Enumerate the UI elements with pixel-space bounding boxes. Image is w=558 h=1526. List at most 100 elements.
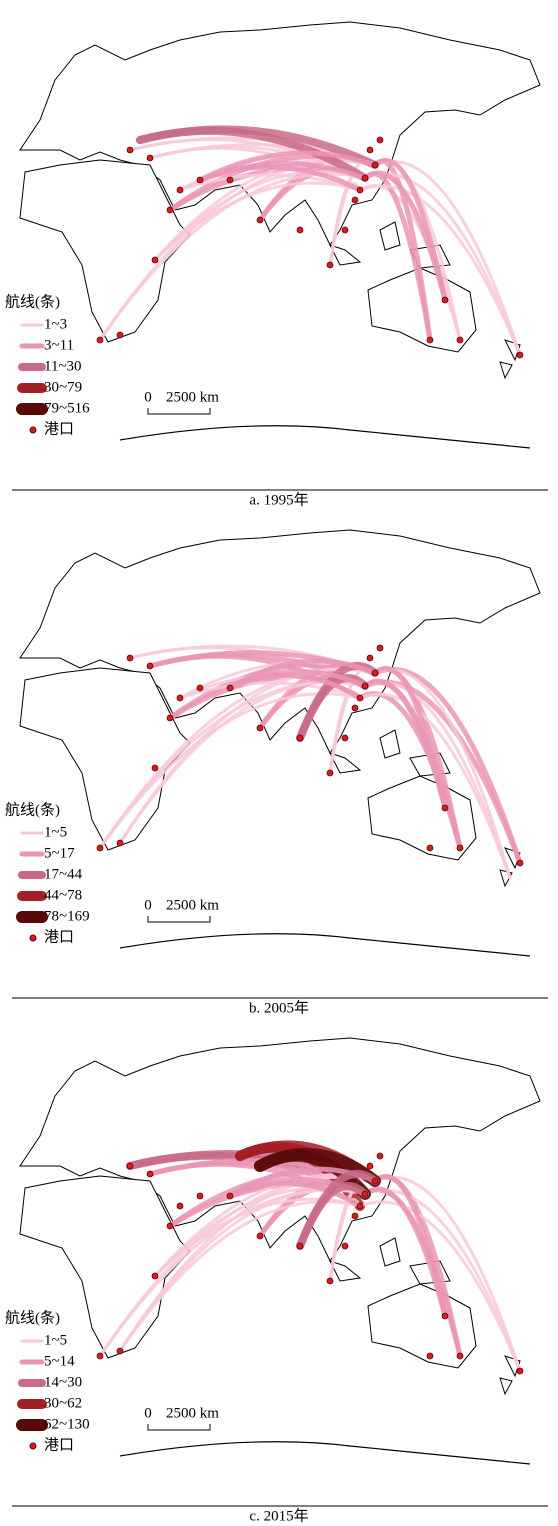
port xyxy=(146,1170,154,1178)
port xyxy=(376,136,384,144)
port xyxy=(366,146,374,154)
scale-zero: 0 xyxy=(144,897,152,913)
port xyxy=(426,336,434,344)
legend-label: 30~62 xyxy=(44,1395,82,1411)
port xyxy=(126,654,134,662)
port xyxy=(516,859,524,867)
scale-bar xyxy=(147,408,211,415)
scale-zero: 0 xyxy=(144,1405,152,1421)
route xyxy=(153,181,362,262)
port xyxy=(361,682,369,690)
land xyxy=(329,1260,362,1282)
port xyxy=(196,684,204,692)
port xyxy=(426,844,434,852)
route xyxy=(296,1169,379,1250)
port xyxy=(351,704,359,712)
port xyxy=(166,1222,174,1230)
land xyxy=(499,361,513,380)
land xyxy=(499,1377,513,1396)
legend-label: 78~169 xyxy=(44,908,90,924)
port xyxy=(426,1352,434,1360)
port xyxy=(226,176,234,184)
legend-label: 5~17 xyxy=(44,845,75,861)
port xyxy=(196,176,204,184)
port xyxy=(256,1232,264,1240)
scale-bar xyxy=(147,1424,211,1431)
legend-port xyxy=(29,426,37,434)
map-panel: 航线(条) 1~5 5~14 14~30 30~62 62~130 港口 0 2500 km c.… xyxy=(5,1037,548,1524)
legend-title: 航线(条) xyxy=(5,1309,60,1326)
port xyxy=(361,174,369,182)
port xyxy=(96,1352,104,1360)
port xyxy=(151,764,159,772)
antarctica xyxy=(119,933,531,957)
land xyxy=(19,159,191,343)
legend-title: 航线(条) xyxy=(5,801,60,818)
legend-label: 1~5 xyxy=(44,824,67,840)
port xyxy=(326,261,334,269)
port xyxy=(196,1192,204,1200)
land xyxy=(379,1237,401,1267)
port xyxy=(176,186,184,194)
legend-port-label: 港口 xyxy=(44,928,74,945)
port xyxy=(441,804,449,812)
map-panel: 航线(条) 1~3 3~11 11~30 30~79 79~516 港口 0 2500 km a.… xyxy=(5,21,548,508)
port xyxy=(356,186,364,194)
port xyxy=(326,1277,334,1285)
port xyxy=(456,844,464,852)
port xyxy=(366,1162,374,1170)
port xyxy=(456,1352,464,1360)
route xyxy=(328,182,362,267)
legend-label: 62~130 xyxy=(44,1416,90,1432)
route xyxy=(227,658,378,691)
port xyxy=(356,694,364,702)
legend-label: 1~5 xyxy=(44,1332,67,1348)
route xyxy=(372,1173,448,1319)
route xyxy=(372,665,448,811)
port xyxy=(96,336,104,344)
port xyxy=(146,662,154,670)
port xyxy=(456,336,464,344)
route xyxy=(118,1200,362,1353)
port xyxy=(351,196,359,204)
land xyxy=(379,221,401,251)
port xyxy=(296,1242,304,1250)
port xyxy=(146,154,154,162)
legend-label: 30~79 xyxy=(44,379,82,395)
route xyxy=(148,146,362,192)
caption: b. 2005年 xyxy=(249,999,309,1016)
legend-port xyxy=(29,934,37,942)
port xyxy=(226,1192,234,1200)
legend-title: 航线(条) xyxy=(5,293,60,310)
scale-zero: 0 xyxy=(144,389,152,405)
port xyxy=(256,216,264,224)
legend-label: 14~30 xyxy=(44,1374,82,1390)
route xyxy=(227,672,363,701)
route xyxy=(372,157,448,303)
port xyxy=(151,256,159,264)
route xyxy=(136,125,379,169)
legend-label: 79~516 xyxy=(44,400,90,416)
legend-port-label: 港口 xyxy=(44,420,74,437)
port xyxy=(351,1212,359,1220)
port xyxy=(516,1367,524,1375)
scale-bar xyxy=(147,916,211,923)
caption: a. 1995年 xyxy=(249,491,308,508)
port xyxy=(116,331,124,339)
port xyxy=(441,296,449,304)
port xyxy=(376,1152,384,1160)
caption: c. 2015年 xyxy=(249,1507,308,1524)
port xyxy=(176,1202,184,1210)
port xyxy=(151,1272,159,1280)
port xyxy=(176,694,184,702)
port xyxy=(371,161,379,169)
legend-port xyxy=(29,1442,37,1450)
scale-distance: 2500 km xyxy=(166,897,219,913)
land xyxy=(329,752,362,774)
port xyxy=(371,669,379,677)
port xyxy=(166,714,174,722)
port xyxy=(376,644,384,652)
port xyxy=(326,769,334,777)
port xyxy=(126,1162,134,1170)
route xyxy=(227,1180,363,1209)
